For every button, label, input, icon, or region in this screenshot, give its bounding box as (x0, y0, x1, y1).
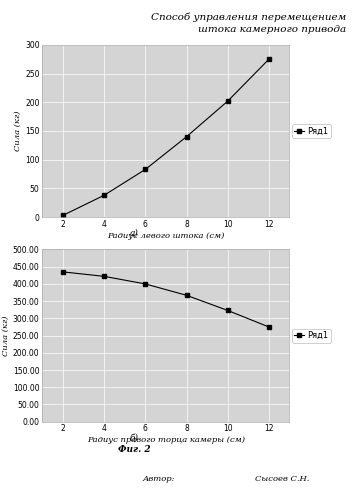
Y-axis label: Сила (кг): Сила (кг) (2, 315, 10, 356)
Legend: Ряд1: Ряд1 (292, 124, 330, 138)
Ряд1 (184, 292, 189, 298)
Line: Ряд1: Ряд1 (61, 270, 271, 329)
Text: Способ управления перемещением
штока камерного привода: Способ управления перемещением штока кам… (151, 12, 346, 34)
Ряд1 (184, 134, 189, 140)
Ряд1 (143, 167, 148, 173)
Line: Ряд1: Ряд1 (61, 57, 271, 218)
Y-axis label: Сила (кг): Сила (кг) (14, 111, 22, 151)
X-axis label: Радиус правого торца камеры (см): Радиус правого торца камеры (см) (87, 436, 245, 444)
Ряд1 (143, 281, 148, 287)
Text: Автор:: Автор: (143, 475, 175, 483)
Text: Фиг. 2: Фиг. 2 (118, 445, 150, 454)
Ряд1 (102, 192, 106, 198)
Ряд1 (61, 213, 65, 219)
Ряд1 (267, 56, 271, 62)
Text: а): а) (130, 228, 139, 237)
X-axis label: Радиус левого штока (см): Радиус левого штока (см) (107, 232, 225, 240)
Ряд1 (226, 98, 230, 104)
Ряд1 (61, 269, 65, 275)
Text: б): б) (130, 433, 139, 442)
Legend: Ряд1: Ряд1 (292, 328, 330, 343)
Ряд1 (102, 273, 106, 279)
Text: Сысоев С.Н.: Сысоев С.Н. (255, 475, 310, 483)
Ряд1 (267, 324, 271, 330)
Ряд1 (226, 307, 230, 313)
